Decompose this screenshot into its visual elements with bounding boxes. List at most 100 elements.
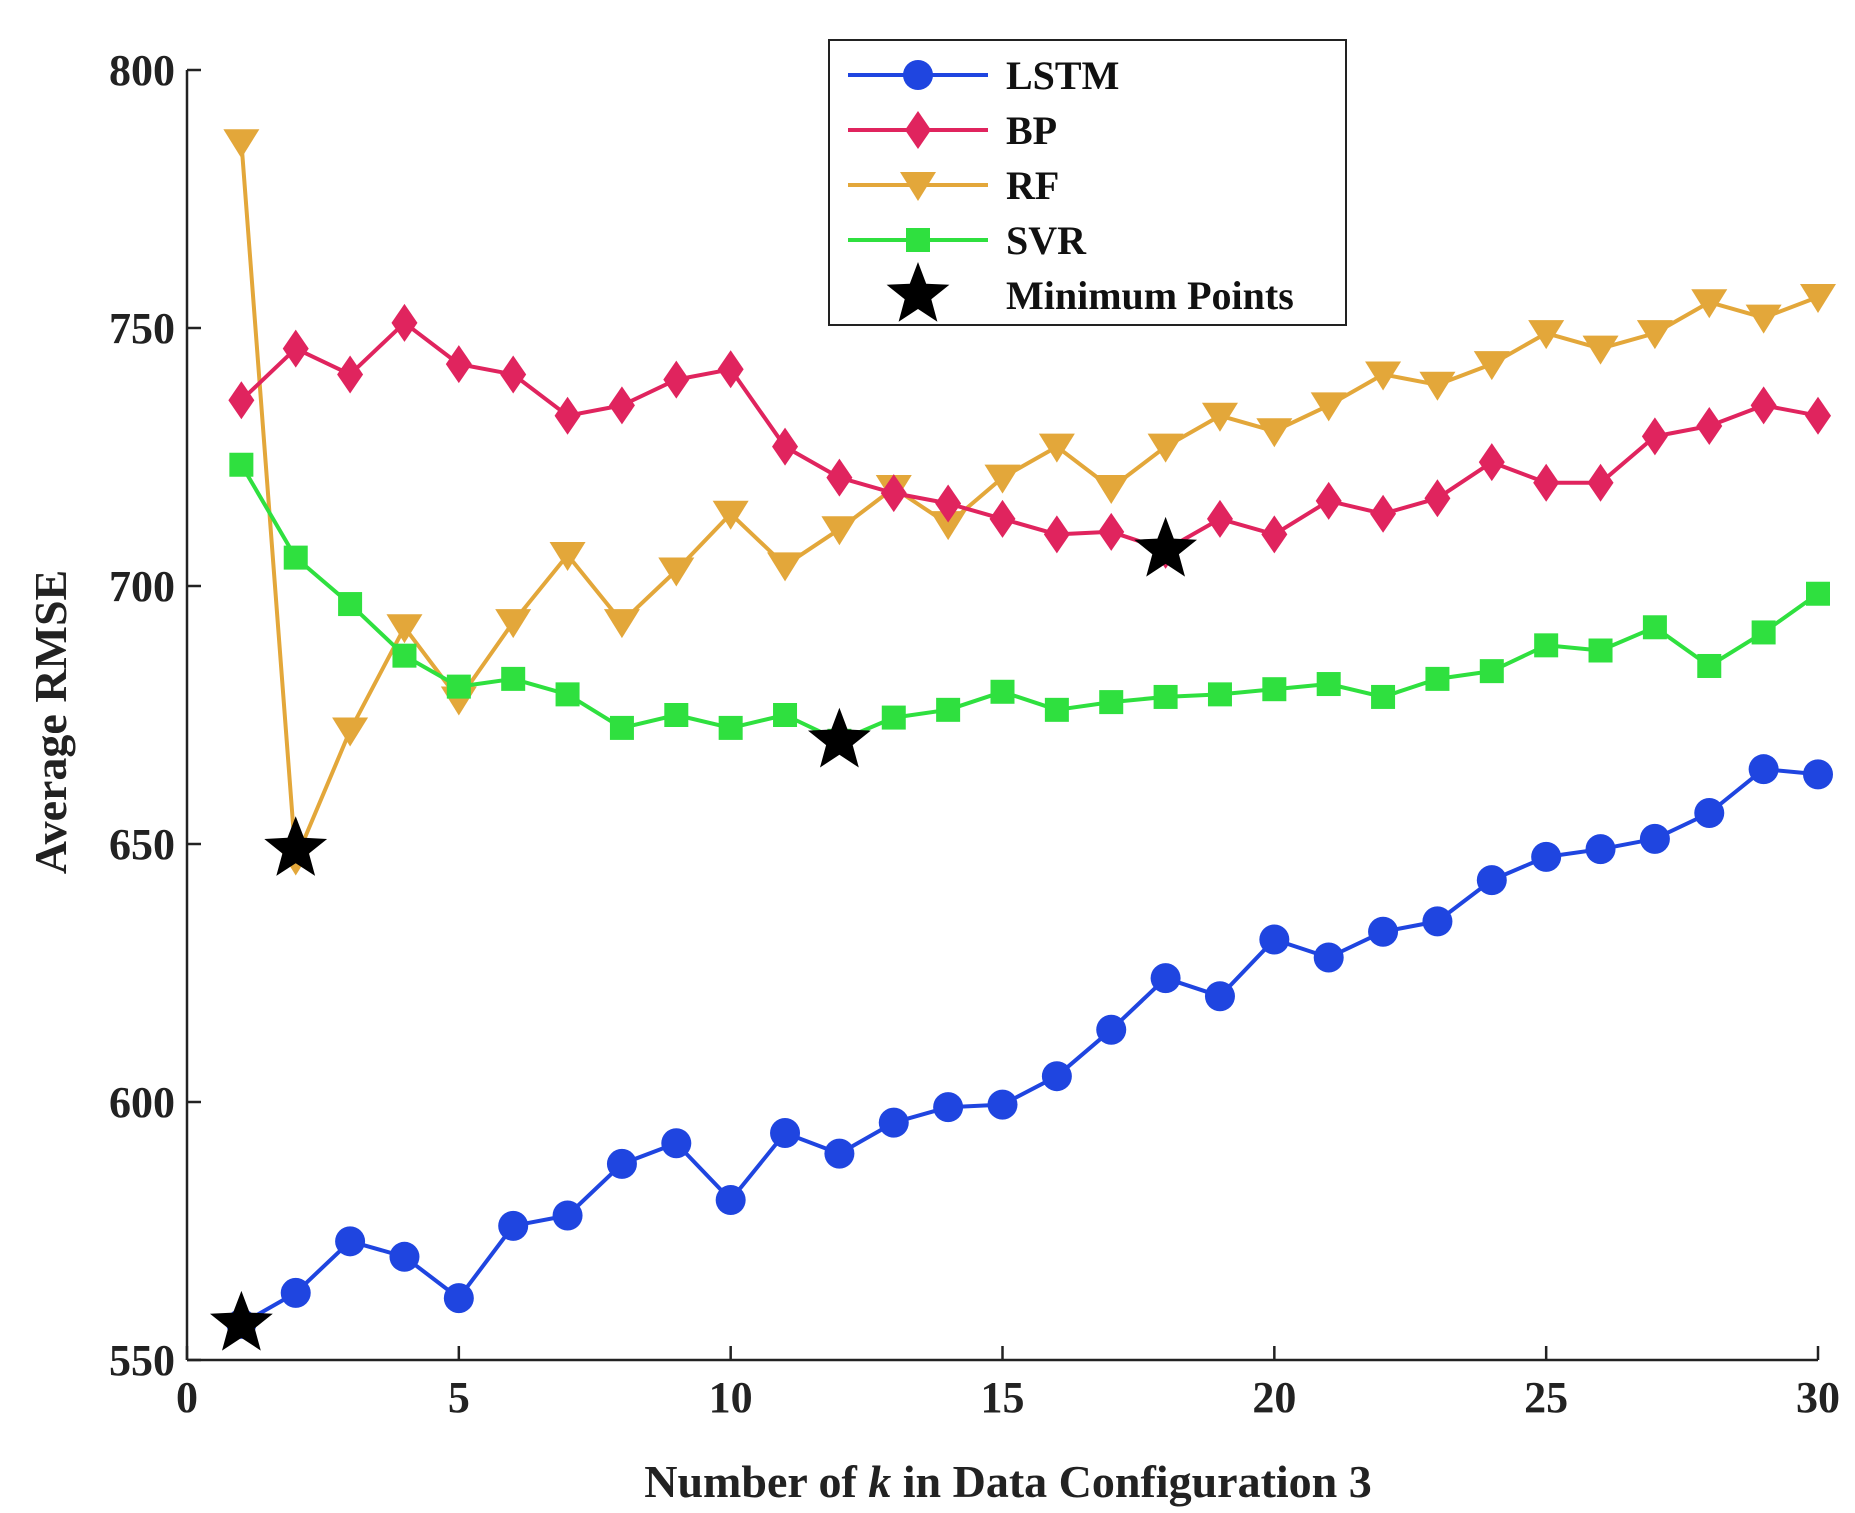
series-lstm-point: [1422, 906, 1453, 937]
legend-item-minimum-points: Minimum Points: [886, 262, 1294, 322]
series-svr-point: [1479, 659, 1504, 684]
series-svr-point: [1153, 684, 1178, 709]
series-svr-point: [446, 674, 471, 699]
series-lstm-point: [498, 1210, 529, 1241]
series-lstm-point: [661, 1128, 692, 1159]
series-lstm-point: [1694, 798, 1725, 829]
series-rf-point: [1147, 433, 1184, 463]
x-tick-label: 20: [1252, 1373, 1296, 1422]
legend-label-lstm: LSTM: [1006, 53, 1119, 98]
series-rf-point: [1473, 351, 1510, 381]
series-svr-point: [1425, 666, 1450, 691]
series-rf-point: [332, 717, 369, 747]
series-svr-point: [1751, 620, 1776, 645]
series-lstm-point: [1639, 823, 1670, 854]
series-bp-point: [1478, 443, 1505, 482]
y-tick-label: 650: [109, 820, 175, 869]
series-svr-point: [936, 697, 961, 722]
series-svr-point: [338, 592, 363, 617]
series-lstm-point: [1041, 1061, 1072, 1092]
series-lstm-point: [606, 1148, 637, 1179]
series-bp-point: [663, 360, 690, 399]
series-bp-point: [1641, 417, 1668, 456]
series-bp: [228, 303, 1831, 569]
series-svr-point: [1697, 653, 1722, 678]
series-svr-point: [718, 715, 743, 740]
series-rf-point: [1201, 402, 1238, 432]
series-svr-point: [881, 705, 906, 730]
series-svr-line: [239, 463, 1820, 743]
series-rf-point: [821, 516, 858, 546]
series-bp-point: [1750, 386, 1777, 425]
x-axis-title-prefix: Number of: [644, 1456, 868, 1507]
series-bp-point: [608, 386, 635, 425]
series-bp-point: [391, 303, 418, 342]
series-bp-point: [1261, 515, 1288, 554]
series-bp-point: [1206, 499, 1233, 538]
series-rf-point: [1419, 371, 1456, 401]
y-tick-label: 750: [109, 304, 175, 353]
series-lstm-point: [1748, 754, 1779, 785]
series-svr-point: [1099, 690, 1124, 715]
series-lstm-point: [715, 1185, 746, 1216]
legend-swatch-marker: [900, 172, 936, 201]
series-lstm-point: [1531, 841, 1562, 872]
series-rf-point: [1256, 418, 1293, 448]
series-rf-point: [712, 500, 749, 530]
series-rf-point: [658, 557, 695, 587]
series-bp-point: [228, 381, 255, 420]
y-axis-title: Average RMSE: [25, 570, 76, 874]
x-tick-label: 0: [176, 1373, 198, 1422]
minimum-points-group: [210, 516, 1197, 1351]
legend-swatch-marker: [906, 228, 930, 252]
series-rf-point: [1745, 304, 1782, 334]
series-rf-point: [549, 542, 586, 572]
series-rf-point: [223, 129, 260, 159]
series-bp-point: [772, 427, 799, 466]
series-svr-point: [1642, 615, 1667, 640]
series-lstm-line: [240, 767, 1819, 1326]
series-rf-point: [1582, 335, 1619, 365]
series-bp-point: [1315, 481, 1342, 520]
series-lstm-point: [1476, 865, 1507, 896]
series-svr-point: [1534, 633, 1559, 658]
series-rf-point: [1636, 320, 1673, 350]
series-bp-point: [1424, 479, 1451, 518]
series-svr-point: [283, 545, 308, 570]
series-lstm-point: [552, 1200, 583, 1231]
x-axis-title: Number of k in Data Configuration 3: [644, 1456, 1372, 1507]
x-tick-label: 25: [1524, 1373, 1568, 1422]
series-svr-point: [664, 703, 689, 727]
series-svr-point: [1371, 684, 1396, 709]
series-lstm-point: [1313, 942, 1344, 973]
series-lstm-point: [824, 1138, 855, 1169]
series-lstm-point: [770, 1117, 801, 1148]
series-lstm-point: [987, 1089, 1018, 1120]
series-bp-point: [500, 355, 527, 394]
series-rf-point: [1038, 433, 1075, 463]
series-svr: [229, 452, 1830, 753]
minimum-point-star: [210, 1290, 273, 1351]
series-rf-point: [1093, 474, 1130, 504]
series-svr-point: [1588, 638, 1613, 663]
series-bp-point: [337, 355, 364, 394]
series-bp-point: [1098, 512, 1125, 551]
series-rf-point: [984, 464, 1021, 494]
legend-swatch-marker: [903, 60, 933, 90]
legend-item-bp: BP: [848, 108, 1057, 153]
series-svr-point: [229, 452, 254, 477]
series-rf-point: [495, 609, 532, 639]
series-rf-point: [1310, 392, 1347, 422]
series-lstm-point: [443, 1283, 474, 1314]
series-bp-point: [1587, 463, 1614, 502]
legend-label-minimum-points: Minimum Points: [1006, 273, 1294, 318]
x-axis-title-variable: k: [868, 1456, 891, 1507]
x-axis-title-suffix: in Data Configuration 3: [891, 1456, 1371, 1507]
series-bp-line: [240, 320, 1819, 552]
series-bp-point: [1370, 494, 1397, 533]
series-bp-point: [1533, 463, 1560, 502]
minimum-point-star: [808, 707, 871, 768]
series-rf: [223, 129, 1836, 876]
series-bp-point: [445, 345, 472, 384]
